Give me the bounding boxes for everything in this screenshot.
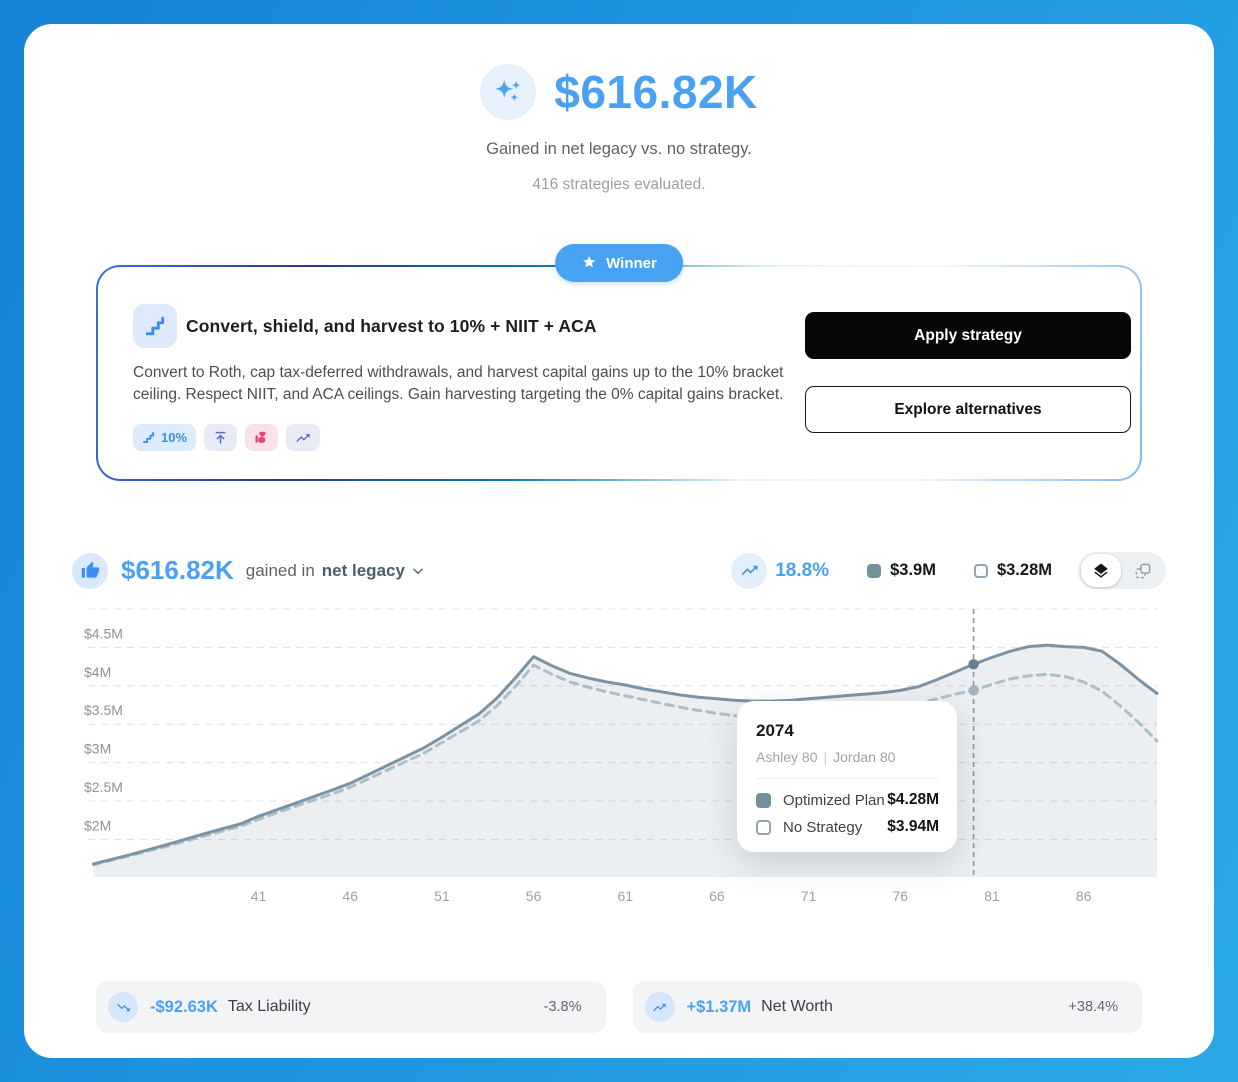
- strategy-title: Convert, shield, and harvest to 10% + NI…: [186, 315, 597, 336]
- layers-view-button[interactable]: [1081, 554, 1121, 587]
- no-strategy-final-value: $3.28M: [996, 561, 1052, 579]
- tax-liability-card: -$92.63K Tax Liability -3.8%: [96, 981, 606, 1033]
- svg-text:$2M: $2M: [84, 817, 111, 833]
- optimized-plan-final-value: $3.9M: [890, 561, 936, 579]
- tax-liability-percent: -3.8%: [543, 999, 582, 1015]
- winner-badge: Winner: [555, 244, 683, 282]
- star-icon: [583, 256, 596, 268]
- tooltip-series-value: $4.28M: [887, 791, 939, 808]
- chart-view-toggle: [1078, 552, 1166, 589]
- svg-text:$4.5M: $4.5M: [84, 625, 123, 641]
- gain-percent: 18.8%: [775, 559, 830, 581]
- tax-liability-label: Tax Liability: [227, 998, 311, 1015]
- optimized-plan-swatch: [756, 792, 771, 808]
- svg-text:81: 81: [984, 888, 1000, 904]
- explore-alternatives-button[interactable]: Explore alternatives: [805, 386, 1131, 433]
- hero-summary: $616.82K: [72, 64, 1166, 120]
- tooltip-series-value: $3.94M: [887, 818, 939, 835]
- strategy-card: Convert, shield, and harvest to 10% + NI…: [96, 265, 1142, 481]
- gained-in-label: gained in: [245, 560, 315, 580]
- optimized-plan-swatch: [867, 563, 882, 578]
- overlap-squares-icon: [1135, 563, 1151, 578]
- tooltip-row-optimized: Optimized Plan $4.28M: [756, 791, 939, 809]
- gain-harvest-badge: [245, 424, 279, 451]
- stairs-icon: [142, 431, 155, 444]
- net-worth-label: Net Worth: [761, 998, 833, 1015]
- tooltip-person-right: Jordan 80: [833, 749, 896, 765]
- svg-text:$3M: $3M: [84, 741, 111, 757]
- svg-text:56: 56: [526, 888, 542, 904]
- trending-down-icon: [108, 992, 138, 1022]
- growth-badge: [286, 424, 321, 451]
- tooltip-person-left: Ashley 80: [756, 749, 818, 765]
- metric-dropdown-value: net legacy: [321, 560, 405, 580]
- chevron-down-icon: [413, 568, 423, 574]
- svg-text:51: 51: [434, 888, 450, 904]
- stairs-icon: [133, 304, 177, 348]
- no-strategy-swatch: [756, 819, 771, 835]
- withdrawal-cap-badge: [204, 424, 238, 451]
- net-worth-delta: +$1.37M: [686, 997, 752, 1016]
- compare-view-button[interactable]: [1123, 554, 1163, 587]
- tooltip-series-label: No Strategy: [783, 818, 863, 836]
- legend-optimized-plan[interactable]: $3.9M: [867, 561, 936, 580]
- tooltip-separator: |: [823, 749, 828, 765]
- winner-badge-label: Winner: [606, 254, 657, 272]
- bracket-10pct-badge: 10%: [133, 424, 197, 451]
- svg-text:$3.5M: $3.5M: [84, 702, 123, 718]
- layers-icon: [1094, 563, 1108, 578]
- tooltip-year: 2074: [756, 721, 794, 740]
- strategy-actions: Apply strategy Explore alternatives: [805, 304, 1131, 451]
- arrow-up-to-line-icon: [215, 431, 226, 444]
- tooltip-divider: [756, 778, 939, 779]
- hero-subtitle: Gained in net legacy vs. no strategy.: [486, 140, 752, 158]
- hero-amount: $616.82K: [554, 66, 758, 118]
- chart-tooltip: 2074 Ashley 80 | Jordan 80 Optimized Plan …: [737, 701, 957, 852]
- no-strategy-swatch: [973, 563, 988, 578]
- sparkles-icon: [480, 64, 537, 120]
- trending-up-icon: [731, 552, 768, 589]
- tooltip-persons: Ashley 80 | Jordan 80: [756, 749, 939, 765]
- svg-text:41: 41: [251, 888, 267, 904]
- chart-amount: $616.82K: [121, 555, 234, 585]
- strategy-badges: 10%: [133, 424, 805, 451]
- svg-text:71: 71: [801, 888, 817, 904]
- winner-strategy-section: Winner Convert, shield, and harvest to 1…: [96, 244, 1142, 481]
- net-worth-percent: +38.4%: [1068, 999, 1118, 1015]
- thumbs-up-icon: [72, 552, 108, 589]
- net-worth-card: +$1.37M Net Worth +38.4%: [632, 981, 1142, 1033]
- svg-text:66: 66: [709, 888, 725, 904]
- hand-holding-heart-icon: [255, 431, 266, 443]
- svg-text:$4M: $4M: [84, 664, 111, 680]
- svg-text:$2.5M: $2.5M: [84, 779, 123, 795]
- svg-text:86: 86: [1076, 888, 1092, 904]
- hero-note: 416 strategies evaluated.: [532, 176, 706, 193]
- strategy-card-content: Convert, shield, and harvest to 10% + NI…: [133, 304, 805, 451]
- chart-header: $616.82K gained in net legacy 18.8% $3.9…: [72, 552, 1166, 589]
- tooltip-row-no-strategy: No Strategy $3.94M: [756, 818, 939, 836]
- main-panel: $616.82K Gained in net legacy vs. no str…: [24, 24, 1214, 1058]
- net-legacy-chart[interactable]: $4.5M $4M $3.5M $3M $2.5M $2M 41 46 51 56 61 66 71 76…: [84, 608, 1159, 909]
- tooltip-series-label: Optimized Plan: [783, 791, 885, 809]
- trending-up-icon: [296, 433, 310, 442]
- strategy-description: Convert to Roth, cap tax-deferred withdr…: [133, 364, 784, 403]
- apply-strategy-button[interactable]: Apply strategy: [805, 312, 1131, 359]
- svg-text:46: 46: [342, 888, 358, 904]
- bracket-badge-label: 10%: [161, 430, 188, 445]
- summary-stats: -$92.63K Tax Liability -3.8% +$1.37M Net…: [72, 981, 1166, 1033]
- metric-dropdown[interactable]: net legacy: [322, 561, 426, 581]
- svg-text:76: 76: [893, 888, 909, 904]
- tax-liability-delta: -$92.63K: [150, 997, 218, 1016]
- trending-up-icon: [644, 992, 675, 1022]
- net-legacy-chart-svg: $4.5M $4M $3.5M $3M $2.5M $2M 41 46 51 56 61 66 71 76…: [84, 608, 1159, 904]
- svg-text:61: 61: [618, 888, 634, 904]
- legend-no-strategy[interactable]: $3.28M: [973, 561, 1052, 580]
